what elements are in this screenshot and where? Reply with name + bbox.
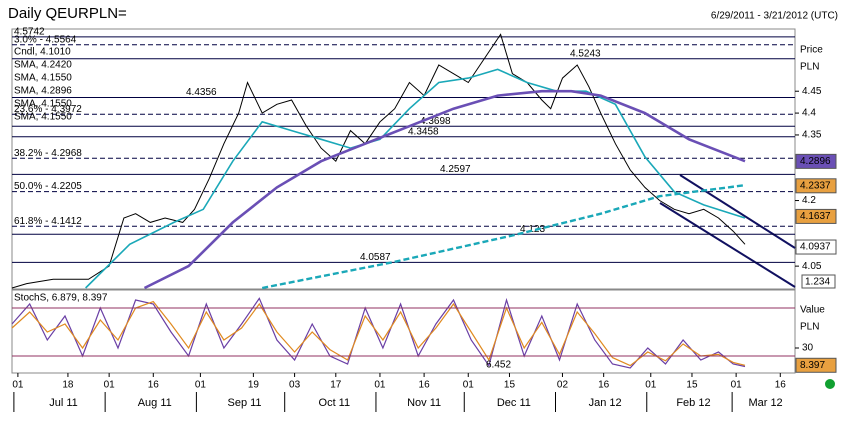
- value-box: [795, 239, 837, 255]
- x-tick-label: 01: [645, 380, 657, 391]
- series-line: [11, 33, 746, 289]
- level-label: 4.4356: [186, 87, 217, 98]
- level-label: 4.2597: [440, 164, 471, 175]
- axis-title: Value: [800, 305, 825, 316]
- month-label: Jul 11: [49, 397, 78, 409]
- stoch-legend: StochS, 6.879, 8.397: [14, 293, 108, 304]
- value-box-label: 8.397: [800, 360, 825, 371]
- legend-entry: SMA, 4.2420: [14, 60, 72, 71]
- legend-entry: SMA, 4.1550: [14, 99, 72, 110]
- y-tick-label: 4.35: [802, 130, 822, 141]
- y-tick-label: 4.45: [802, 86, 822, 97]
- x-tick-label: 01: [731, 380, 743, 391]
- x-tick-label: 16: [419, 380, 431, 391]
- month-label: Feb 12: [676, 397, 710, 409]
- level-label: 4.123: [520, 224, 545, 235]
- x-tick-label: 17: [330, 380, 342, 391]
- x-tick-label: 02: [557, 380, 569, 391]
- corner-label: 1.234: [805, 277, 830, 288]
- level-label: 50.0% - 4.2205: [14, 181, 82, 192]
- value-box-label: 4.2337: [800, 180, 831, 191]
- axis-title: PLN: [800, 322, 819, 333]
- legend-entry: SMA, 4.2896: [14, 86, 72, 97]
- y-tick-label: 4.2: [802, 195, 816, 206]
- x-tick-label: 01: [104, 380, 116, 391]
- month-label: Sep 11: [228, 397, 262, 409]
- series-line: [85, 68, 746, 289]
- x-tick-label: 01: [374, 380, 386, 391]
- y-tick-label: 4.4: [802, 108, 816, 119]
- value-box: [795, 208, 837, 224]
- channel-line: [659, 202, 796, 288]
- x-tick-label: 15: [686, 380, 698, 391]
- legend-entry: Cndl, 4.1010: [14, 47, 71, 58]
- x-tick-label: 18: [62, 380, 74, 391]
- series-line: [261, 184, 746, 290]
- x-tick-label: 19: [248, 380, 260, 391]
- legend-entry: SMA, 4.1550: [14, 112, 72, 123]
- level-label: 4.5243: [570, 48, 601, 59]
- x-tick-label: 01: [12, 380, 24, 391]
- level-label: 4.3698: [420, 116, 451, 127]
- month-label: Mar 12: [748, 397, 782, 409]
- value-box: [795, 153, 837, 169]
- y-tick-label: 4.05: [802, 261, 822, 272]
- x-tick-label: 01: [463, 380, 475, 391]
- date-range: 6/29/2011 - 3/21/2012 (UTC): [711, 11, 838, 22]
- series-line: [143, 89, 746, 290]
- x-tick-label: 16: [148, 380, 160, 391]
- stoch-panel: [11, 289, 796, 374]
- level-label: 4.0587: [360, 252, 391, 263]
- x-tick-label: 15: [504, 380, 516, 391]
- channel-line: [679, 174, 796, 249]
- status-dot: [825, 379, 835, 389]
- level-label: 4.3458: [408, 126, 439, 137]
- x-tick-label: 16: [598, 380, 610, 391]
- month-label: Nov 11: [407, 397, 441, 409]
- annotation: 6.452: [486, 359, 511, 370]
- legend-entry: SMA, 4.1550: [14, 73, 72, 84]
- month-label: Jan 12: [589, 397, 622, 409]
- month-label: Oct 11: [319, 397, 351, 409]
- value-box-label: 4.0937: [800, 242, 831, 253]
- title: Daily QEURPLN=: [8, 5, 127, 22]
- axis-title: Price: [800, 45, 823, 56]
- axis-title: PLN: [800, 62, 819, 73]
- x-tick-label: 03: [289, 380, 301, 391]
- month-label: Dec 11: [497, 397, 531, 409]
- x-tick-label: 16: [775, 380, 787, 391]
- x-tick-label: 01: [195, 380, 207, 391]
- y-tick-label: 30: [802, 343, 814, 354]
- price-panel: [11, 28, 796, 290]
- level-label: 61.8% - 4.1412: [14, 216, 82, 227]
- value-box-label: 4.1637: [800, 211, 831, 222]
- value-box-label: 4.2896: [800, 156, 831, 167]
- level-label: 38.2% - 4.2968: [14, 148, 82, 159]
- series-line: [11, 297, 746, 369]
- level-label: 23.6% - 4.3972: [14, 104, 82, 115]
- month-label: Aug 11: [138, 397, 172, 409]
- level-label: 3.0% - 4.5564: [14, 34, 77, 45]
- value-box: [795, 178, 837, 194]
- corner-box: [801, 274, 836, 289]
- value-box: [795, 357, 837, 373]
- level-label: 4.5742: [14, 27, 45, 38]
